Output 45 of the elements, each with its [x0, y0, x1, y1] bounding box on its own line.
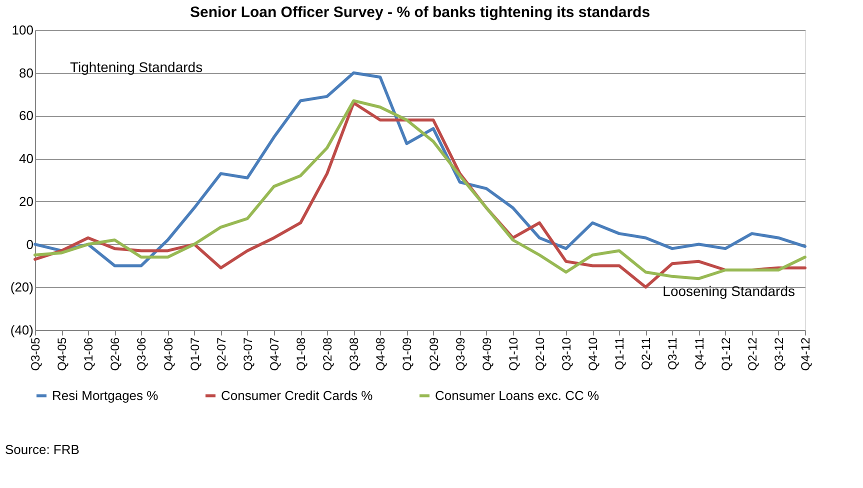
x-tick-label: Q4-05 — [55, 337, 70, 371]
x-tick-label: Q2-11 — [639, 337, 654, 370]
x-tick-label: Q3-08 — [347, 337, 362, 371]
x-tick-label: Q4-08 — [374, 337, 388, 371]
y-tick-label: 100 — [12, 22, 34, 38]
x-tick-label: Q3-10 — [560, 337, 574, 371]
x-tick-label: Q4-11 — [692, 337, 706, 370]
y-tick-label: 40 — [19, 151, 34, 166]
x-tick-label: Q4-09 — [480, 337, 494, 371]
x-tick-label: Q2-10 — [532, 337, 547, 371]
x-tick-label: Q2-12 — [745, 337, 760, 371]
x-tick-label: Q1-11 — [612, 337, 627, 370]
x-tick-label: Q4-10 — [586, 337, 600, 371]
y-tick-label: (20) — [10, 280, 34, 295]
x-tick-label: Q2-07 — [214, 337, 228, 371]
legend-label: Resi Mortgages % — [52, 388, 159, 403]
y-tick-label: 60 — [19, 108, 34, 124]
y-tick-label: (40) — [10, 322, 34, 338]
x-tick-label: Q3-11 — [666, 337, 680, 370]
x-tick-label: Q4-12 — [798, 337, 812, 371]
x-tick-label: Q1-06 — [82, 337, 96, 371]
x-tick-label: Q1-08 — [294, 337, 308, 371]
x-tick-label: Q3-07 — [240, 337, 255, 371]
x-tick-label: Q1-07 — [188, 337, 202, 371]
y-tick-label: 0 — [26, 236, 34, 252]
x-tick-label: Q4-07 — [267, 337, 282, 371]
source-note: Source: FRB — [5, 442, 80, 457]
y-tick-label: 20 — [19, 194, 34, 209]
x-tick-label: Q1-09 — [400, 337, 414, 371]
annotation: Loosening Standards — [662, 283, 795, 299]
x-tick-label: Q1-10 — [506, 337, 520, 371]
x-tick-label: Q3-06 — [134, 337, 149, 371]
chart-title: Senior Loan Officer Survey - % of banks tightening its standards — [190, 4, 650, 21]
legend-label: Consumer Credit Cards % — [221, 388, 374, 403]
x-tick-label: Q2-06 — [108, 337, 122, 371]
legend-label: Consumer Loans exc. CC % — [435, 388, 600, 403]
x-tick-label: Q3-05 — [28, 337, 42, 371]
x-tick-label: Q2-08 — [320, 337, 335, 371]
x-tick-label: Q3-09 — [453, 337, 468, 371]
x-tick-label: Q1-12 — [718, 337, 733, 371]
annotation: Tightening Standards — [70, 59, 203, 75]
x-tick-label: Q3-12 — [772, 337, 786, 371]
y-tick-label: 80 — [19, 65, 34, 80]
x-tick-label: Q2-09 — [426, 337, 441, 371]
x-tick-label: Q4-06 — [161, 337, 176, 371]
